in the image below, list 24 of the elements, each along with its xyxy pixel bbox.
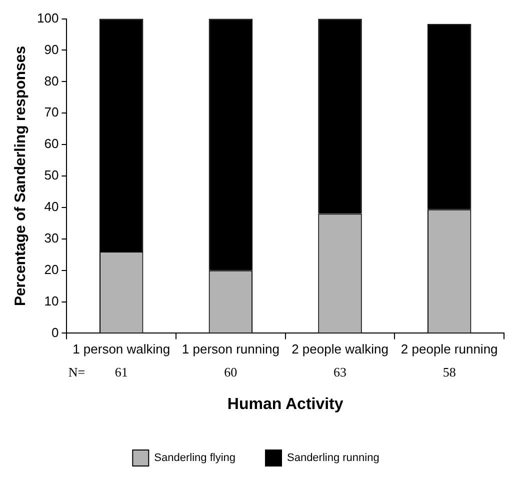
y-tick-label: 100 [36, 10, 59, 26]
x-tick-label: 2 people walking [292, 342, 388, 357]
x-tick-label: 1 person running [182, 342, 280, 357]
y-tick-label: 40 [44, 199, 59, 214]
text: 58 [442, 364, 456, 380]
legend-label: Sanderling running [286, 452, 380, 464]
y-tick-label: 0 [51, 324, 59, 340]
y-tick-label: 10 [44, 293, 59, 308]
x-tick-label: 1 person walking [72, 342, 170, 357]
text: 61 [114, 364, 128, 380]
y-tick-label: 20 [44, 262, 59, 277]
y-tick-label: 50 [44, 168, 59, 183]
y-axis-title: Percentage of Sanderling responses [12, 46, 30, 306]
text: 63 [334, 364, 347, 380]
text: N= [68, 364, 86, 380]
x-tick-label: 2 people running [400, 342, 498, 357]
y-tick-label: 30 [44, 230, 59, 246]
y-tick-label: 60 [44, 136, 59, 152]
y-tick-label: 70 [44, 104, 59, 120]
legend-label: Sanderling flying [154, 452, 236, 464]
x-axis-title: Human Activity [227, 396, 344, 413]
text: 60 [224, 364, 238, 380]
y-tick-label: 80 [44, 73, 59, 88]
y-tick-label: 90 [44, 42, 59, 57]
